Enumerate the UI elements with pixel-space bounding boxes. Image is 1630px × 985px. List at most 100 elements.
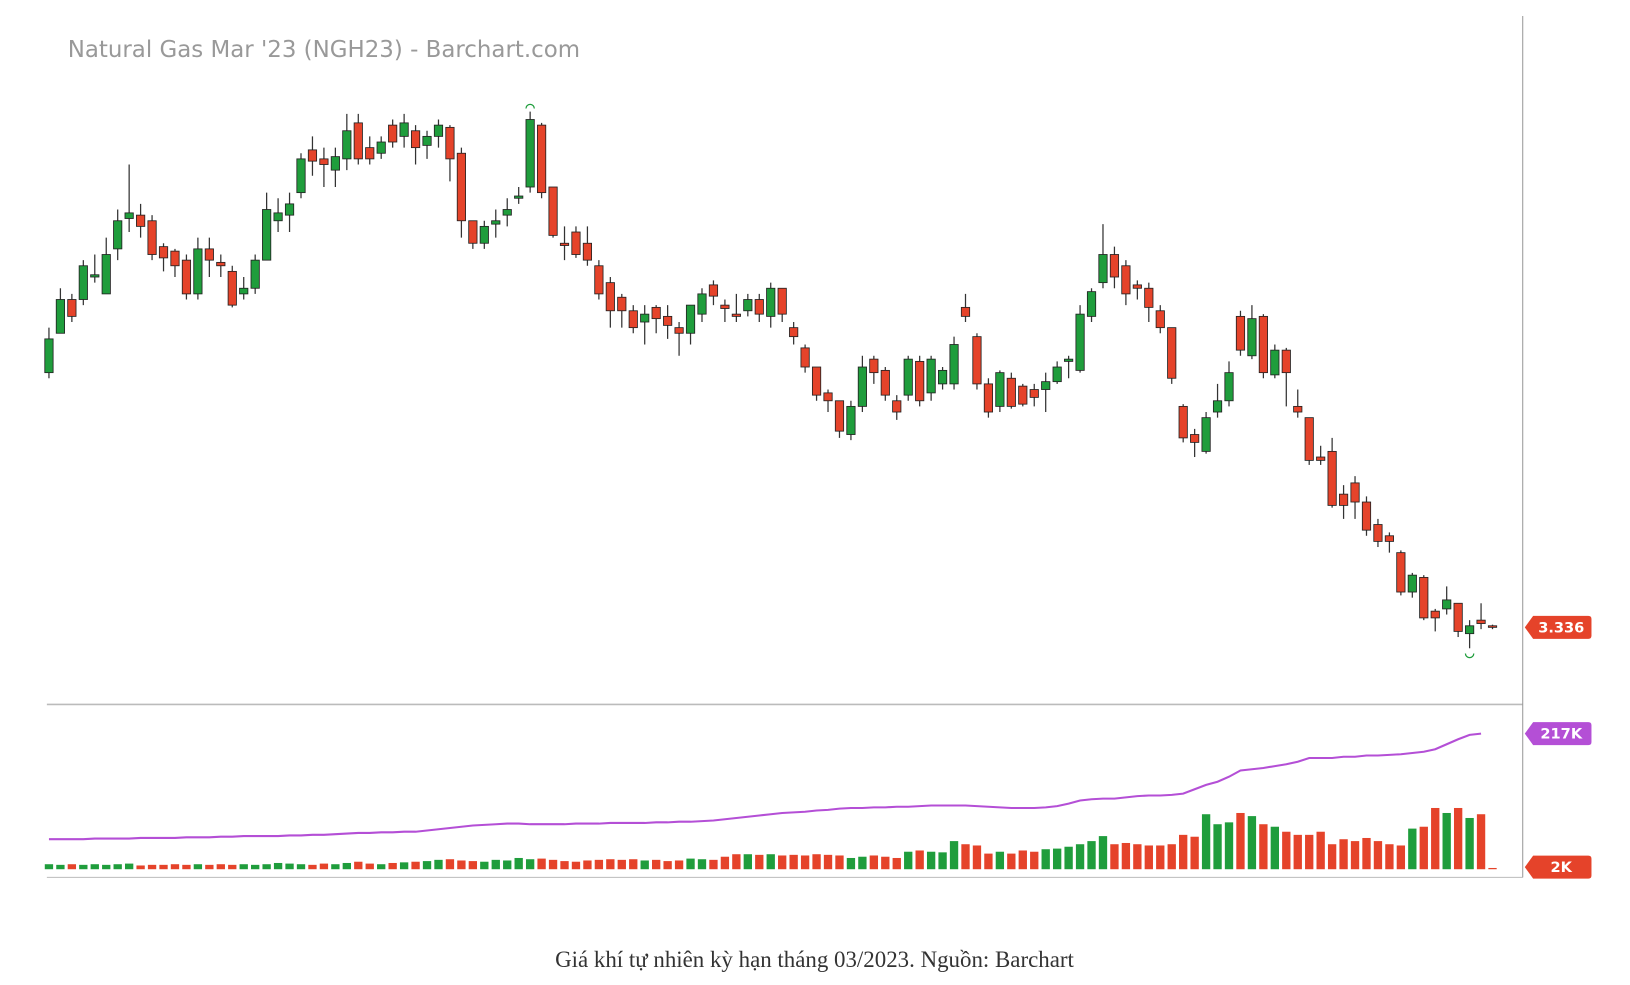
candle-body (502, 209, 512, 216)
candle-body (514, 195, 524, 199)
candle-body (1212, 400, 1223, 413)
volume-bar (1213, 824, 1222, 870)
volume-bar (1110, 844, 1119, 870)
candle-body (1041, 381, 1051, 390)
volume-bar (1052, 848, 1062, 870)
candle-body (628, 310, 638, 329)
candle-body (410, 130, 421, 149)
volume-bar (778, 855, 787, 870)
volume-bar (1236, 812, 1245, 870)
volume-bar (904, 851, 913, 870)
volume-bar (938, 852, 947, 870)
candle-body (1155, 310, 1165, 329)
candle-body (1247, 318, 1257, 357)
volume-bar (1476, 814, 1486, 870)
volume-bar (674, 860, 684, 870)
candle-body (101, 254, 111, 295)
volume-bar (1201, 814, 1211, 870)
volume-bar (434, 859, 443, 870)
candle-body (170, 250, 180, 267)
volume-bar (273, 862, 283, 870)
volume-bar (136, 865, 145, 870)
candle-body (1281, 349, 1291, 374)
volume-bar (583, 860, 592, 870)
candle-body (617, 296, 627, 312)
volume-bar (124, 863, 134, 870)
volume-bar (262, 864, 271, 870)
volume-bar (147, 864, 157, 870)
volume-bar (1190, 836, 1199, 870)
volume-bar (1098, 836, 1108, 870)
marks (44, 103, 1498, 870)
candle-body (731, 313, 741, 317)
candle-body (983, 383, 993, 413)
volume-bar (67, 864, 77, 870)
candle-body (78, 265, 88, 300)
volume-bar (915, 850, 924, 870)
volume-bar (1465, 817, 1474, 870)
candle-body (1064, 358, 1074, 362)
volume-bar (365, 863, 374, 870)
candle-body (720, 304, 730, 309)
volume-bar (1350, 841, 1360, 870)
candle-body (216, 261, 226, 267)
volume-bar (79, 864, 88, 870)
candle-body (422, 135, 432, 146)
volume-bar (44, 864, 54, 870)
volume-bar (422, 861, 432, 870)
candle-body (1086, 291, 1097, 317)
volume-bar (697, 859, 707, 870)
volume-bar (251, 864, 260, 870)
volume-bar (1327, 844, 1337, 870)
volume-bar (720, 856, 730, 870)
volume-bar (216, 864, 225, 870)
candle-body (284, 203, 295, 216)
candle-body (307, 149, 318, 162)
volume-bar (1075, 844, 1085, 870)
candle-body (674, 327, 684, 334)
volume-bar (984, 853, 993, 870)
candle-body (605, 282, 615, 312)
candle-body (193, 248, 203, 295)
volume-bar (1041, 849, 1050, 870)
candle-body (250, 259, 260, 289)
candle-body (685, 304, 696, 334)
candle-body (1109, 254, 1120, 278)
candle-body (880, 369, 890, 396)
candle-body (960, 306, 971, 317)
volume-bar (995, 851, 1005, 870)
candle-body (1132, 284, 1142, 289)
candle-body (399, 122, 409, 137)
volume-bar (445, 859, 455, 870)
volume-bar (1156, 845, 1165, 870)
candle-body (365, 147, 375, 160)
last-price-tag-shape (1524, 615, 1592, 639)
candle-body (1476, 619, 1486, 624)
volume-bar (399, 862, 409, 870)
volume-bar (1419, 826, 1428, 870)
candle-body (1430, 610, 1440, 619)
candle-body (1270, 349, 1280, 376)
caption: Giá khí tự nhiên kỳ hạn tháng 03/2023. N… (555, 947, 1074, 972)
volume-bar (1373, 841, 1383, 870)
candle-body (147, 220, 157, 255)
candle-body (995, 372, 1005, 407)
volume-bar (823, 854, 833, 870)
volume-bar (411, 861, 420, 870)
candle-body (1178, 405, 1188, 439)
candle-body (525, 119, 535, 188)
candle-body (1384, 535, 1394, 542)
volume-bar (1339, 839, 1348, 870)
volume-bar (1133, 844, 1142, 870)
candle-body (548, 186, 558, 236)
candle-body (1201, 417, 1211, 452)
candle-body (353, 122, 363, 160)
candle-body (915, 360, 925, 402)
candle-body (55, 299, 65, 334)
volume-bar (319, 863, 329, 870)
candle-body (777, 287, 787, 315)
volume-bar (1293, 834, 1302, 870)
candle-body (1396, 552, 1406, 593)
candle-body (296, 158, 306, 194)
volume-bar (892, 857, 901, 870)
